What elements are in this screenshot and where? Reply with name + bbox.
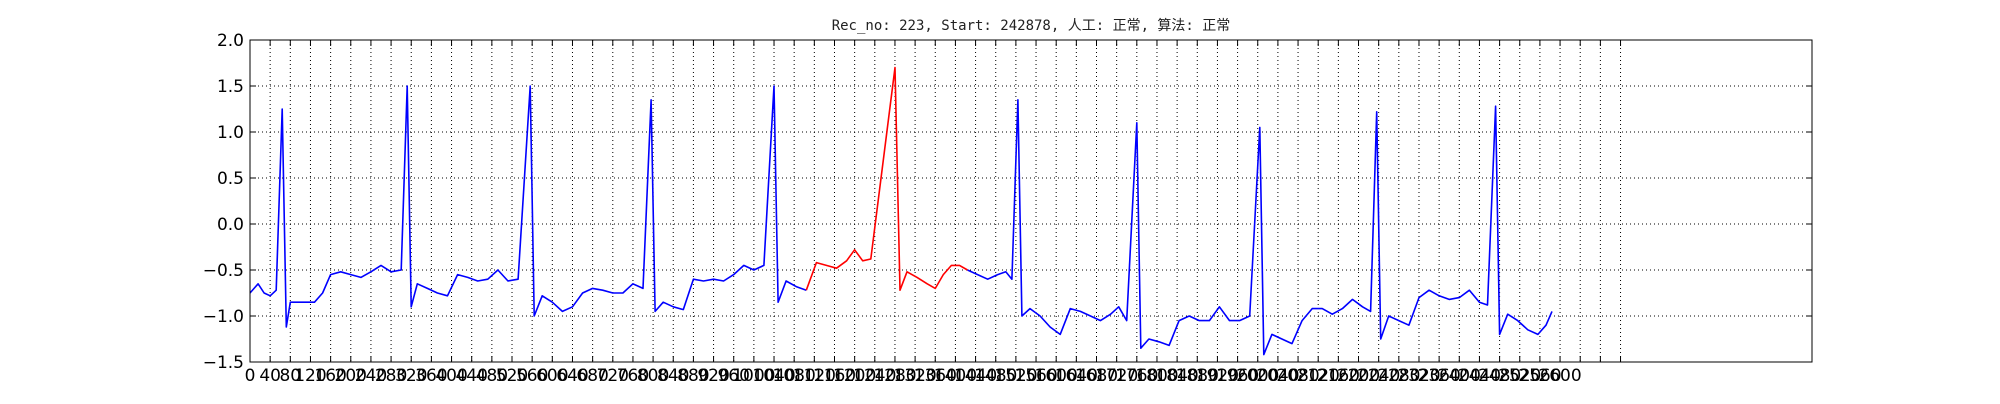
x-tick-label: 1160: [813, 366, 856, 386]
x-tick-label: 1880: [1176, 366, 1219, 386]
x-tick-label: 1400: [934, 366, 977, 386]
x-tick-label: 2480: [1478, 366, 1521, 386]
chart-title: Rec_no: 223, Start: 242878, 人工: 正常, 算法: …: [832, 18, 1231, 34]
x-tick-label: 1320: [893, 366, 936, 386]
x-tick-label: 160: [314, 366, 346, 386]
x-tick-label: 2520: [1498, 366, 1541, 386]
x-tick-label: 40: [259, 366, 281, 386]
x-tick-label: 1760: [1115, 366, 1158, 386]
x-tick-label: 240: [355, 366, 387, 386]
series-layer: [249, 66, 1553, 356]
x-tick-label: 720: [597, 366, 629, 386]
axis-layer: −1.5−1.0−0.50.00.51.01.52.00 408012016020…: [203, 31, 1812, 386]
series-line-2: [805, 66, 968, 291]
x-tick-label: 1720: [1095, 366, 1138, 386]
x-tick-label: 1520: [994, 366, 1037, 386]
y-tick-label: 2.0: [217, 31, 244, 51]
x-tick-label: 200: [335, 366, 367, 386]
x-tick-label: 920: [697, 366, 729, 386]
x-tick-label: 1960: [1216, 366, 1259, 386]
x-tick-label: 800: [637, 366, 669, 386]
x-tick-label: 1240: [853, 366, 896, 386]
x-tick-label: 1680: [1075, 366, 1118, 386]
x-tick-label: 1280: [873, 366, 916, 386]
x-tick-label: 1120: [793, 366, 836, 386]
x-tick-label: 1360: [914, 366, 957, 386]
x-tick-label: 1840: [1155, 366, 1198, 386]
x-tick-label: 2320: [1397, 366, 1440, 386]
x-tick-label: 2400: [1438, 366, 1481, 386]
x-tick-label: 440: [455, 366, 487, 386]
x-tick-label: 760: [617, 366, 649, 386]
x-tick-label: 400: [435, 366, 467, 386]
x-tick-label: 1600: [1035, 366, 1078, 386]
x-tick-label: 2440: [1458, 366, 1501, 386]
x-tick-label: 80: [279, 366, 301, 386]
x-tick-label: 960: [717, 366, 749, 386]
x-tick-label: 1000: [732, 366, 775, 386]
x-tick-label: 1920: [1196, 366, 1239, 386]
x-tick-label: 840: [657, 366, 689, 386]
x-tick-label: 2200: [1337, 366, 1380, 386]
y-tick-label: 0.0: [217, 215, 244, 235]
x-tick-label: 320: [395, 366, 427, 386]
x-tick-label: 1080: [773, 366, 816, 386]
x-tick-label: 1480: [974, 366, 1017, 386]
x-tick-label: 2280: [1377, 366, 1420, 386]
x-tick-label: 2360: [1418, 366, 1461, 386]
y-tick-label: 1.5: [217, 77, 244, 97]
x-tick-label: 2080: [1276, 366, 1319, 386]
x-tick-label: 480: [476, 366, 508, 386]
x-tick-label: 520: [496, 366, 528, 386]
x-tick-label: 2160: [1317, 366, 1360, 386]
x-tick-label: 2600: [1538, 366, 1581, 386]
x-tick-label: 1040: [752, 366, 795, 386]
x-tick-label: 2040: [1256, 366, 1299, 386]
x-tick-label: 280: [375, 366, 407, 386]
x-tick-label: 2560: [1518, 366, 1561, 386]
y-tick-label: −1.0: [203, 307, 244, 327]
x-tick-label: 680: [576, 366, 608, 386]
x-tick-label: 2240: [1357, 366, 1400, 386]
y-tick-label: 1.0: [217, 123, 244, 143]
x-tick-label: 2000: [1236, 366, 1279, 386]
x-tick-label: 1560: [1014, 366, 1057, 386]
grid-layer: [250, 39, 1812, 363]
x-tick-label: 1800: [1135, 366, 1178, 386]
x-tick-label: 880: [677, 366, 709, 386]
x-tick-label: 1440: [954, 366, 997, 386]
x-tick-label: 560: [516, 366, 548, 386]
x-tick-label: 0: [245, 366, 256, 386]
x-tick-label: 1640: [1055, 366, 1098, 386]
y-tick-label: −0.5: [203, 261, 244, 281]
series-line-1: [249, 85, 807, 328]
x-tick-label: 2120: [1297, 366, 1340, 386]
y-tick-label: 0.5: [217, 169, 244, 189]
x-tick-label: 1200: [833, 366, 876, 386]
y-tick-label: −1.5: [203, 353, 244, 373]
x-tick-label: 360: [415, 366, 447, 386]
x-tick-label: 120: [294, 366, 326, 386]
plot-frame: [249, 39, 1813, 363]
series-line-3: [967, 99, 1553, 356]
x-tick-label: 640: [556, 366, 588, 386]
x-tick-label: 600: [536, 366, 568, 386]
